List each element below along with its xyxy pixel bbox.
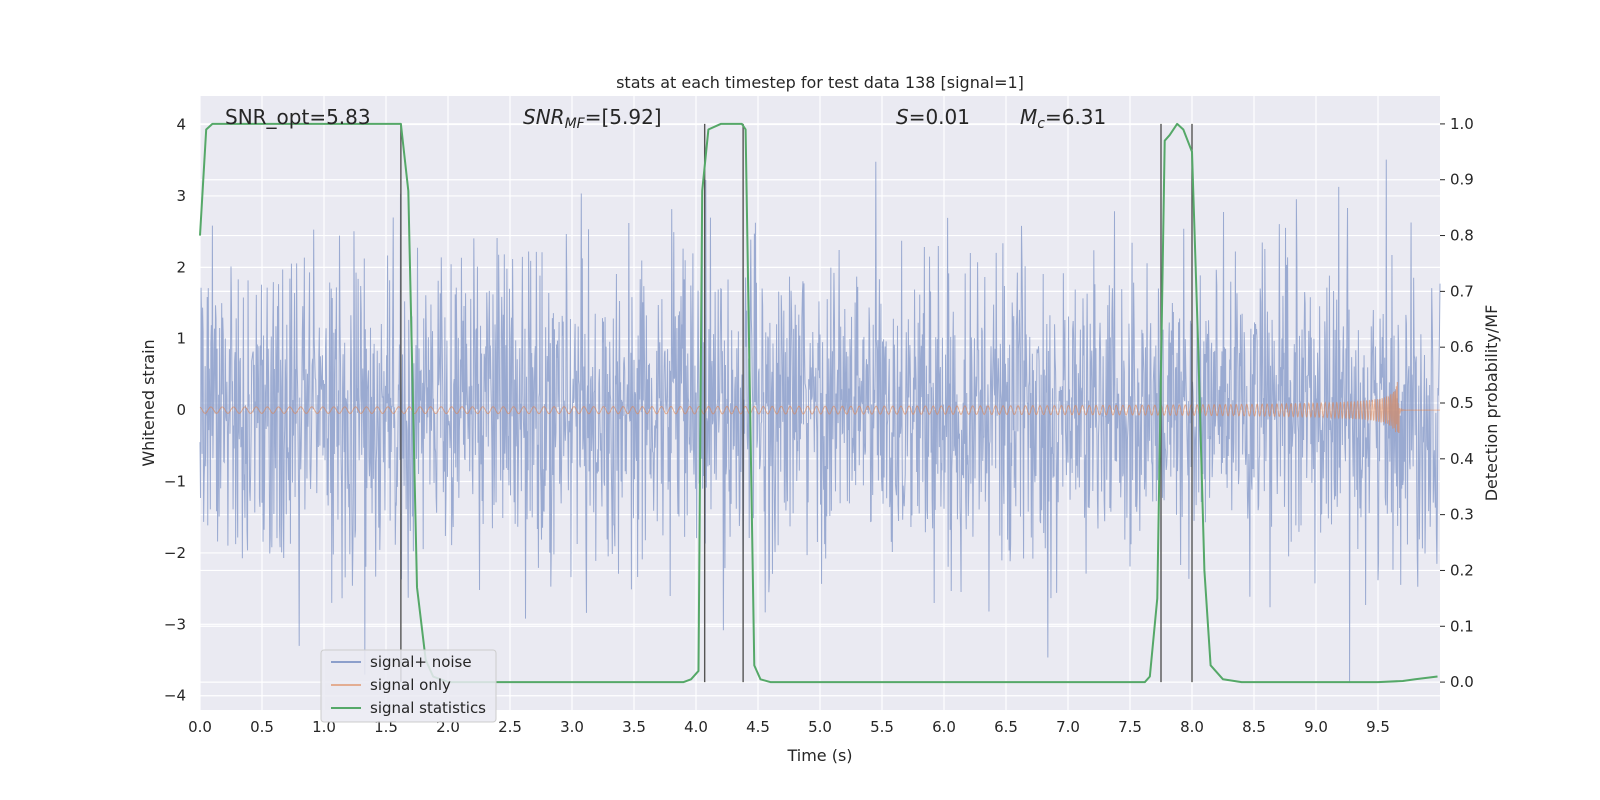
- y-axis-label: Whitened strain: [139, 339, 158, 466]
- y-tick-label: 0: [176, 401, 186, 419]
- legend-label-signal-noise: signal+ noise: [370, 653, 472, 671]
- y2-tick-label: 0.6: [1450, 338, 1474, 356]
- vertical-markers: [400, 123, 1193, 683]
- y-tick-label: 2: [176, 258, 186, 276]
- y-tick-label: 3: [176, 187, 186, 205]
- x-tick-label: 9.5: [1366, 718, 1390, 736]
- y2-tick-label: 1.0: [1450, 115, 1474, 133]
- x-tick-label: 7.0: [1056, 718, 1080, 736]
- chirp-trace: [199, 382, 1440, 433]
- series-signal-only: [199, 382, 1440, 433]
- annotation-snr-mf: SNRMF=[5.92]: [523, 105, 662, 132]
- y-tick-label: −2: [164, 544, 186, 562]
- x-tick-label: 7.5: [1118, 718, 1142, 736]
- x-tick-label: 3.0: [560, 718, 584, 736]
- x-tick-label: 8.5: [1242, 718, 1266, 736]
- x-tick-label: 4.5: [746, 718, 770, 736]
- y2-tick-label: 0.0: [1450, 673, 1474, 691]
- legend-label-signal-only: signal only: [370, 676, 451, 694]
- chart-title: stats at each timestep for test data 138…: [616, 73, 1024, 92]
- x-tick-label: 2.5: [498, 718, 522, 736]
- legend-label-signal-statistics: signal statistics: [370, 699, 486, 717]
- x-tick-label: 5.5: [870, 718, 894, 736]
- annotation-s: S=0.01: [896, 105, 970, 129]
- ticks: 0.0 0.5 1.0 1.5 2.0 2.5 3.0 3.5 4.0 4.5 5.0 5.5 6.0 6…: [164, 115, 1474, 736]
- y-tick-label: −1: [164, 473, 186, 491]
- annotation-snr-opt: SNR_opt=5.83: [225, 105, 371, 129]
- y2-tick-label: 0.1: [1450, 617, 1474, 635]
- annotation-mc: Mc=6.31: [1020, 105, 1106, 132]
- y2-tick-label: 0.7: [1450, 282, 1474, 300]
- x-axis-label: Time (s): [786, 746, 852, 765]
- x-tick-label: 6.5: [994, 718, 1018, 736]
- noise-trace: [199, 159, 1441, 682]
- y2-tick-label: 0.5: [1450, 394, 1474, 412]
- y-tick-label: 4: [176, 116, 186, 134]
- x-tick-label: 0.5: [250, 718, 274, 736]
- series-signal-noise: [199, 159, 1441, 682]
- legend: signal+ noise signal only signal statist…: [320, 649, 497, 723]
- y-tick-label: −3: [164, 615, 186, 633]
- x-tick-label: 0.0: [188, 718, 212, 736]
- legend-box: [320, 649, 497, 723]
- y2-tick-label: 0.2: [1450, 561, 1474, 579]
- y-tick-label: −4: [164, 687, 186, 705]
- x-tick-label: 3.5: [622, 718, 646, 736]
- y2-tick-label: 0.3: [1450, 506, 1474, 524]
- x-tick-label: 9.0: [1304, 718, 1328, 736]
- series-signal-statistics: [199, 122, 1438, 684]
- y2-tick-label: 0.4: [1450, 450, 1474, 468]
- y-tick-label: 1: [176, 330, 186, 348]
- y2-tick-label: 0.8: [1450, 227, 1474, 245]
- x-tick-label: 4.0: [684, 718, 708, 736]
- x-tick-label: 6.0: [932, 718, 956, 736]
- x-tick-label: 5.0: [808, 718, 832, 736]
- y2-tick-label: 0.9: [1450, 171, 1474, 189]
- x-tick-label: 8.0: [1180, 718, 1204, 736]
- y2-axis-label: Detection probability/MF: [1482, 305, 1501, 502]
- probability-trace: [199, 122, 1438, 684]
